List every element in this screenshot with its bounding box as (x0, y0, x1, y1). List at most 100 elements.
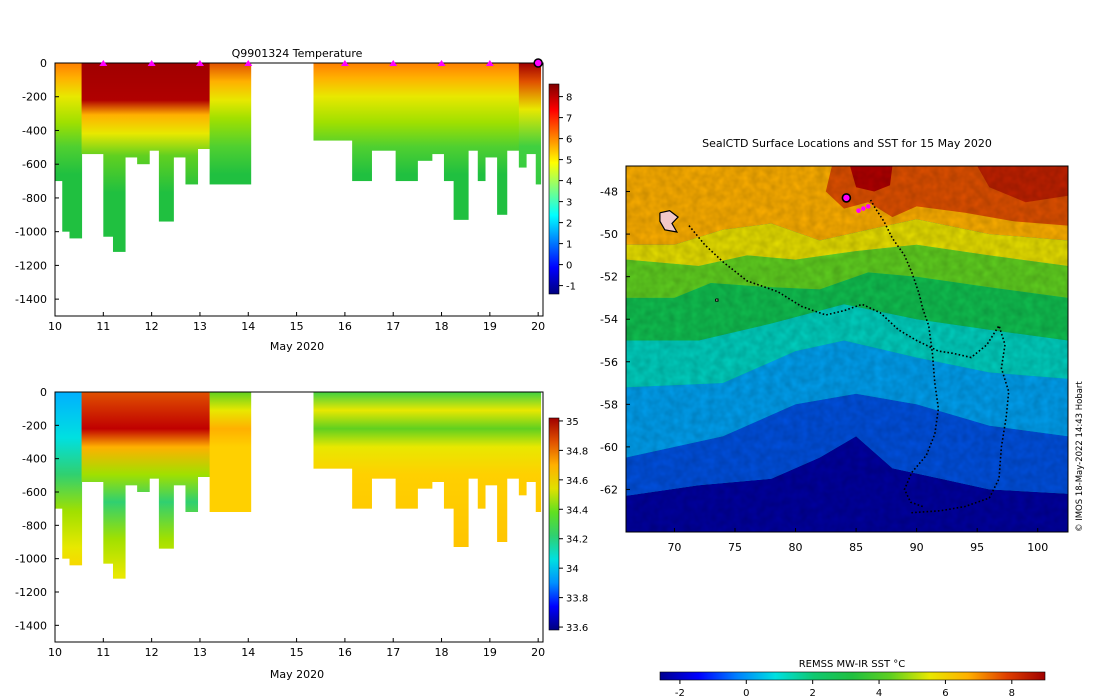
temperature-profile (81, 63, 104, 155)
temperature-profile (468, 63, 479, 151)
y-tick-label: -50 (600, 228, 618, 241)
salinity-profile (125, 392, 138, 486)
salinity-profile (209, 392, 252, 512)
colorbar-tick-label: 34.8 (566, 446, 588, 457)
salinity-profile (173, 392, 186, 486)
x-tick-label: 16 (338, 320, 352, 333)
x-tick-label: 100 (1027, 541, 1048, 554)
colorbar-tick-label: 34.2 (566, 535, 588, 546)
colorbar-tick-label: 8 (1009, 688, 1015, 699)
x-tick-label: 18 (435, 646, 449, 659)
salinity-panel: 10 11 12 13 14 15 16 17 18 19 20 0 -200 -400 -600 -800… (15, 386, 588, 681)
seal-track-recent (869, 199, 940, 508)
surface-marker (437, 60, 446, 66)
temperature-profile (477, 63, 486, 182)
salinity-profile (112, 392, 126, 579)
y-tick-label: -52 (600, 271, 618, 284)
salinity-profile (149, 392, 160, 479)
temperature-profile (535, 63, 542, 185)
colorbar-tick-label: 33.6 (566, 623, 588, 634)
colorbar-tick-label: 35 (566, 417, 579, 428)
y-tick-label: -58 (600, 398, 618, 411)
temperature-title: Q9901324 Temperature (232, 47, 363, 60)
x-tick-label: 10 (48, 646, 62, 659)
y-tick-label: -200 (22, 91, 47, 104)
current-marker (533, 58, 543, 68)
surface-location (861, 206, 866, 211)
x-tick-label: 11 (96, 646, 110, 659)
x-tick-label: 18 (435, 320, 449, 333)
salinity-profile (535, 392, 542, 512)
colorbar-tick-label: -1 (566, 282, 576, 293)
colorbar-tick-label: 34.4 (566, 505, 588, 516)
salinity-x-label: May 2020 (270, 668, 324, 681)
temperature-x-axis: 10 11 12 13 14 15 16 17 18 19 20 (48, 312, 545, 333)
x-tick-label: 13 (193, 320, 207, 333)
salinity-profile (137, 392, 150, 492)
temperature-profile (417, 63, 433, 161)
map-x-axis: 70 75 80 85 90 95 100 (667, 528, 1048, 554)
colorbar-tick-label: 2 (566, 219, 572, 230)
y-tick-label: -800 (22, 192, 47, 205)
temperature-profiles (55, 63, 542, 252)
x-tick-label: 85 (849, 541, 863, 554)
sst-field (626, 166, 1068, 532)
y-tick-label: -600 (22, 486, 47, 499)
temperature-profile (69, 63, 83, 239)
colorbar-tick-label: 34 (566, 564, 579, 575)
colorbar-tick-label: 6 (942, 688, 948, 699)
salinity-profile (395, 392, 418, 509)
salinity-profile (506, 392, 520, 479)
temperature-profile (125, 63, 138, 158)
salinity-y-axis: 0 -200 -400 -600 -800 -1000 -1200 -1400 (15, 386, 59, 632)
salinity-profile (352, 392, 372, 509)
y-tick-label: -62 (600, 483, 618, 496)
temperature-y-axis: 0 -200 -400 -600 -800 -1000 -1200 -1400 (15, 57, 59, 306)
credit-text: © IMOS 18-May-2022 14:43 Hobart (1075, 381, 1085, 532)
surface-marker (340, 60, 349, 66)
x-tick-label: 90 (910, 541, 924, 554)
x-tick-label: 12 (145, 320, 159, 333)
salinity-profile (417, 392, 433, 489)
x-tick-label: 17 (386, 646, 400, 659)
y-tick-label: -1200 (15, 259, 47, 272)
temperature-profile (497, 63, 508, 215)
y-tick-label: -1200 (15, 586, 47, 599)
colorbar-tick-label: 8 (566, 93, 572, 104)
salinity-profile (518, 392, 527, 496)
colorbar-tick-label: 5 (566, 156, 572, 167)
y-tick-label: -600 (22, 158, 47, 171)
kerguelen-island (659, 210, 679, 233)
salinity-profiles (55, 392, 542, 579)
x-tick-label: 70 (667, 541, 681, 554)
salinity-x-axis: 10 11 12 13 14 15 16 17 18 19 20 (48, 638, 545, 659)
surface-marker (485, 60, 494, 66)
seal-track (688, 225, 1010, 514)
surface-marker (147, 60, 156, 66)
x-tick-label: 20 (531, 646, 545, 659)
colorbar-tick-label: 34.6 (566, 476, 588, 487)
salinity-profile (55, 392, 63, 509)
temperature-profile (431, 63, 445, 155)
colorbar-tick-label: 1 (566, 240, 572, 251)
x-tick-label: 20 (531, 320, 545, 333)
colorbar-tick-label: 0 (566, 261, 572, 272)
salinity-plot-frame (54, 391, 544, 643)
sst-colorbar-label: REMSS MW-IR SST °C (799, 659, 906, 670)
temperature-profile (197, 63, 211, 150)
salinity-profile (443, 392, 455, 509)
x-tick-label: 17 (386, 320, 400, 333)
temperature-profile (209, 63, 252, 185)
temperature-profile (352, 63, 372, 182)
colorbar-tick-label: 33.8 (566, 594, 588, 605)
x-tick-label: 80 (789, 541, 803, 554)
salinity-profile (62, 392, 70, 559)
x-tick-label: 95 (970, 541, 984, 554)
colorbar-tick-label: 7 (566, 114, 572, 125)
x-tick-label: 19 (483, 320, 497, 333)
temperature-profile (518, 63, 527, 168)
temperature-profile (371, 63, 397, 151)
x-tick-label: 10 (48, 320, 62, 333)
salinity-profile (477, 392, 486, 509)
